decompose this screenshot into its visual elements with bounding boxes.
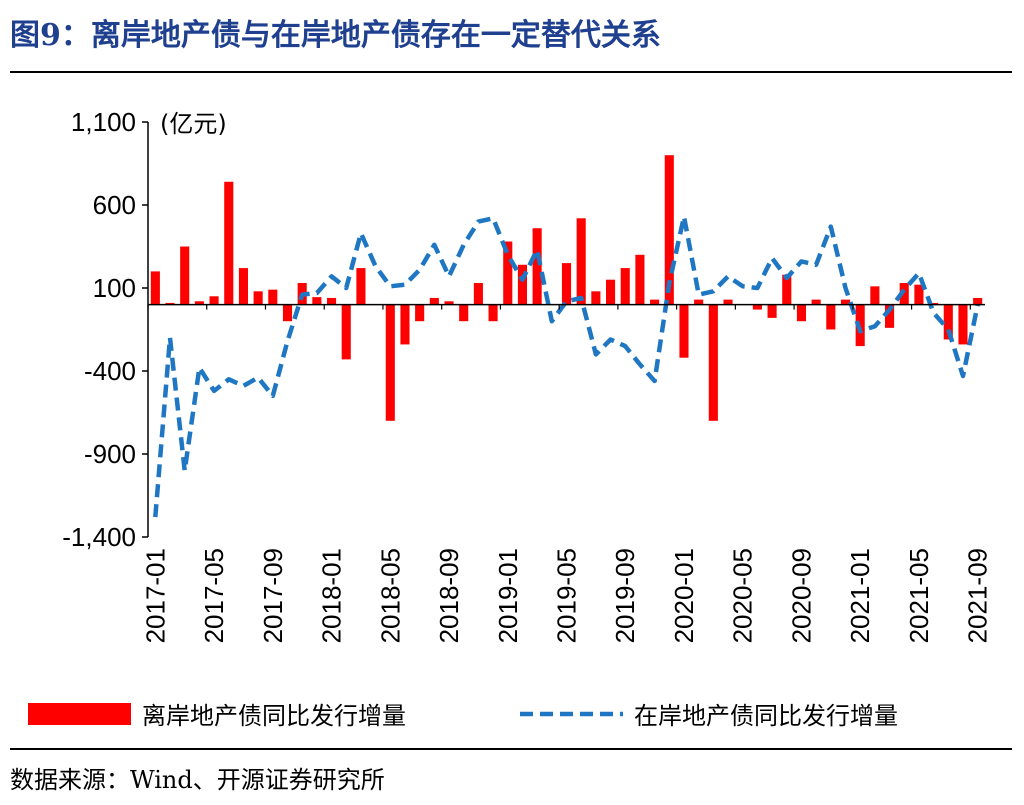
bar-2019-08 (606, 279, 616, 305)
bar-2020-03 (708, 304, 718, 421)
bars (150, 155, 983, 421)
bar-2018-05 (385, 304, 395, 421)
bar-2020-01 (679, 304, 689, 358)
unit-label: (亿元) (160, 110, 227, 138)
bar-2021-03 (885, 304, 895, 328)
bar-2019-02 (517, 264, 527, 305)
bar-2020-07 (767, 304, 777, 318)
y-tick-label: 600 (93, 190, 136, 220)
x-tick-label: 2017-05 (199, 548, 229, 643)
legend-bar-label: 离岸地产债同比发行增量 (142, 702, 406, 730)
bar-2020-06 (752, 304, 762, 310)
legend-bar-swatch (28, 703, 131, 725)
line-series (153, 214, 980, 518)
bar-2017-05 (209, 296, 219, 305)
bar-2018-12 (488, 304, 498, 322)
x-tick-label: 2020-09 (786, 548, 816, 643)
y-tick-label: -400 (84, 356, 136, 386)
bar-2020-10 (811, 299, 821, 305)
bar-2019-07 (591, 291, 601, 305)
bar-2021-08 (958, 304, 968, 345)
x-tick-label: 2021-05 (904, 548, 934, 643)
y-tick-label: 100 (93, 273, 136, 303)
bar-2020-09 (796, 304, 806, 322)
bar-2017-02 (165, 302, 175, 305)
x-tick-label: 2019-05 (552, 548, 582, 643)
bar-2019-06 (576, 218, 586, 305)
legend: 离岸地产债同比发行增量 在岸地产债同比发行增量 (28, 702, 898, 730)
bar-2020-08 (782, 274, 792, 305)
x-tick-label: 2021-01 (845, 548, 875, 643)
x-tick-label: 2021-09 (963, 548, 993, 643)
bar-2017-01 (150, 271, 160, 305)
title-rule (10, 71, 1012, 73)
bar-2018-09 (444, 301, 454, 305)
x-tick-label: 2017-09 (258, 548, 288, 643)
bar-2019-03 (532, 228, 542, 305)
onshore-line (153, 214, 980, 518)
bar-2018-02 (341, 304, 351, 360)
bar-2017-12 (312, 297, 322, 305)
bar-2017-06 (224, 181, 234, 305)
y-tick-label: 1,100 (71, 107, 136, 137)
bar-2021-06 (929, 302, 939, 305)
bar-2018-11 (473, 283, 483, 305)
x-tick-label: 2020-01 (669, 548, 699, 643)
bar-2021-04 (899, 283, 909, 305)
bar-2018-01 (327, 297, 337, 305)
bar-2018-08 (429, 297, 439, 305)
bar-2017-08 (253, 291, 263, 305)
legend-line-label: 在岸地产债同比发行增量 (634, 702, 898, 730)
bar-2019-12 (664, 155, 674, 305)
bar-2021-02 (870, 286, 880, 305)
y-tick-label: -1,400 (62, 522, 136, 552)
bar-2018-07 (415, 304, 425, 322)
bar-2020-04 (723, 299, 733, 305)
bar-2021-07 (943, 304, 953, 340)
bar-2021-09 (973, 297, 983, 305)
bar-2021-05 (914, 284, 924, 305)
bar-2017-07 (238, 268, 248, 305)
x-tick-label: 2018-01 (317, 548, 347, 643)
source-note: 数据来源：Wind、开源证券研究所 (10, 766, 385, 794)
footer-rule (10, 748, 1012, 750)
bar-2019-01 (503, 241, 513, 305)
bar-2018-10 (459, 304, 469, 322)
x-axis: 2017-01 2017-05 2017-09 2018-01 2018-05 2018-… (140, 303, 993, 643)
bar-2018-03 (356, 268, 366, 305)
bar-2019-05 (561, 263, 572, 305)
bar-2020-02 (694, 299, 704, 305)
x-tick-label: 2019-09 (610, 548, 640, 643)
bar-2019-09 (620, 268, 630, 305)
x-tick-label: 2018-05 (375, 548, 405, 643)
bar-2020-12 (840, 299, 851, 305)
bar-2017-03 (180, 246, 190, 305)
bar-2017-09 (268, 289, 278, 305)
x-tick-label: 2017-01 (140, 548, 170, 643)
bar-2018-06 (400, 304, 410, 345)
figure-title: 图9：离岸地产债与在岸地产债存在一定替代关系 (10, 18, 661, 53)
x-tick-label: 2020-05 (728, 548, 758, 643)
x-tick-label: 2018-09 (434, 548, 464, 643)
x-tick-label: 2019-01 (493, 548, 523, 643)
bar-2019-10 (635, 254, 645, 305)
bar-2017-10 (282, 304, 293, 322)
bar-2020-11 (826, 304, 836, 330)
bar-2019-11 (650, 299, 660, 305)
y-tick-label: -900 (84, 439, 136, 469)
bar-2017-04 (194, 301, 204, 305)
y-axis: 1,100 600 100 -400 -900 -1,400 (62, 107, 149, 552)
